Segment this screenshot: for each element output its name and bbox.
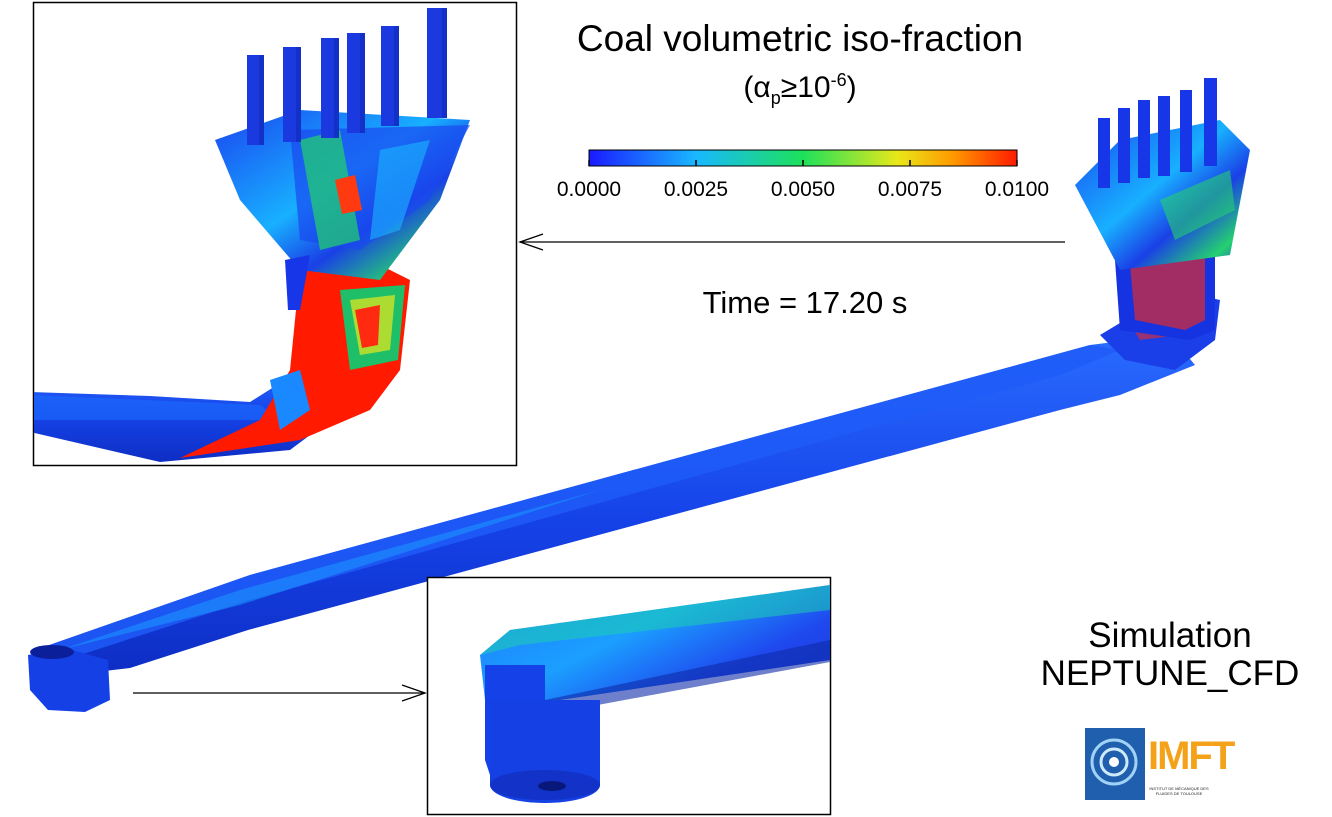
subtitle-sup: -6 (830, 70, 847, 90)
subtitle-rel: ≥10 (780, 71, 831, 104)
subtitle-close: ) (846, 71, 857, 104)
arrow-to-elbow-zoom (133, 684, 427, 702)
colorbar-tick-label: 0.0000 (556, 178, 622, 201)
time-label: Time = 17.20 s (702, 285, 908, 320)
subtitle-sub: p (770, 88, 781, 108)
zoom-panel-elbow (426, 576, 832, 816)
chart-title: Coal volumetric iso-fraction (576, 18, 1024, 59)
logo-wordmark: IMFT (1148, 734, 1235, 778)
subtitle-open: ( (743, 71, 754, 104)
imft-logo (1085, 728, 1210, 800)
colorbar (588, 149, 1018, 167)
logo-caption: INSTITUT DE MÉCANIQUE DES FLUIDES DE TOU… (1149, 786, 1209, 796)
zoom-panel-burner (32, 1, 518, 467)
colorbar-tick-label: 0.0100 (984, 178, 1050, 201)
simulation-line1: Simulation (1088, 616, 1252, 655)
colorbar-tick-label: 0.0075 (877, 178, 943, 201)
simulation-line2: NEPTUNE_CFD (1040, 654, 1300, 693)
colorbar-tick-label: 0.0025 (663, 178, 729, 201)
subtitle-alpha: α (753, 71, 771, 104)
threshold-subtitle: (αp≥10-6) (690, 70, 910, 109)
main-geometry (28, 78, 1250, 712)
simulation-caption: Simulation NEPTUNE_CFD (1010, 617, 1330, 693)
arrow-to-burner-zoom (518, 233, 1065, 251)
colorbar-tick-label: 0.0050 (770, 178, 836, 201)
